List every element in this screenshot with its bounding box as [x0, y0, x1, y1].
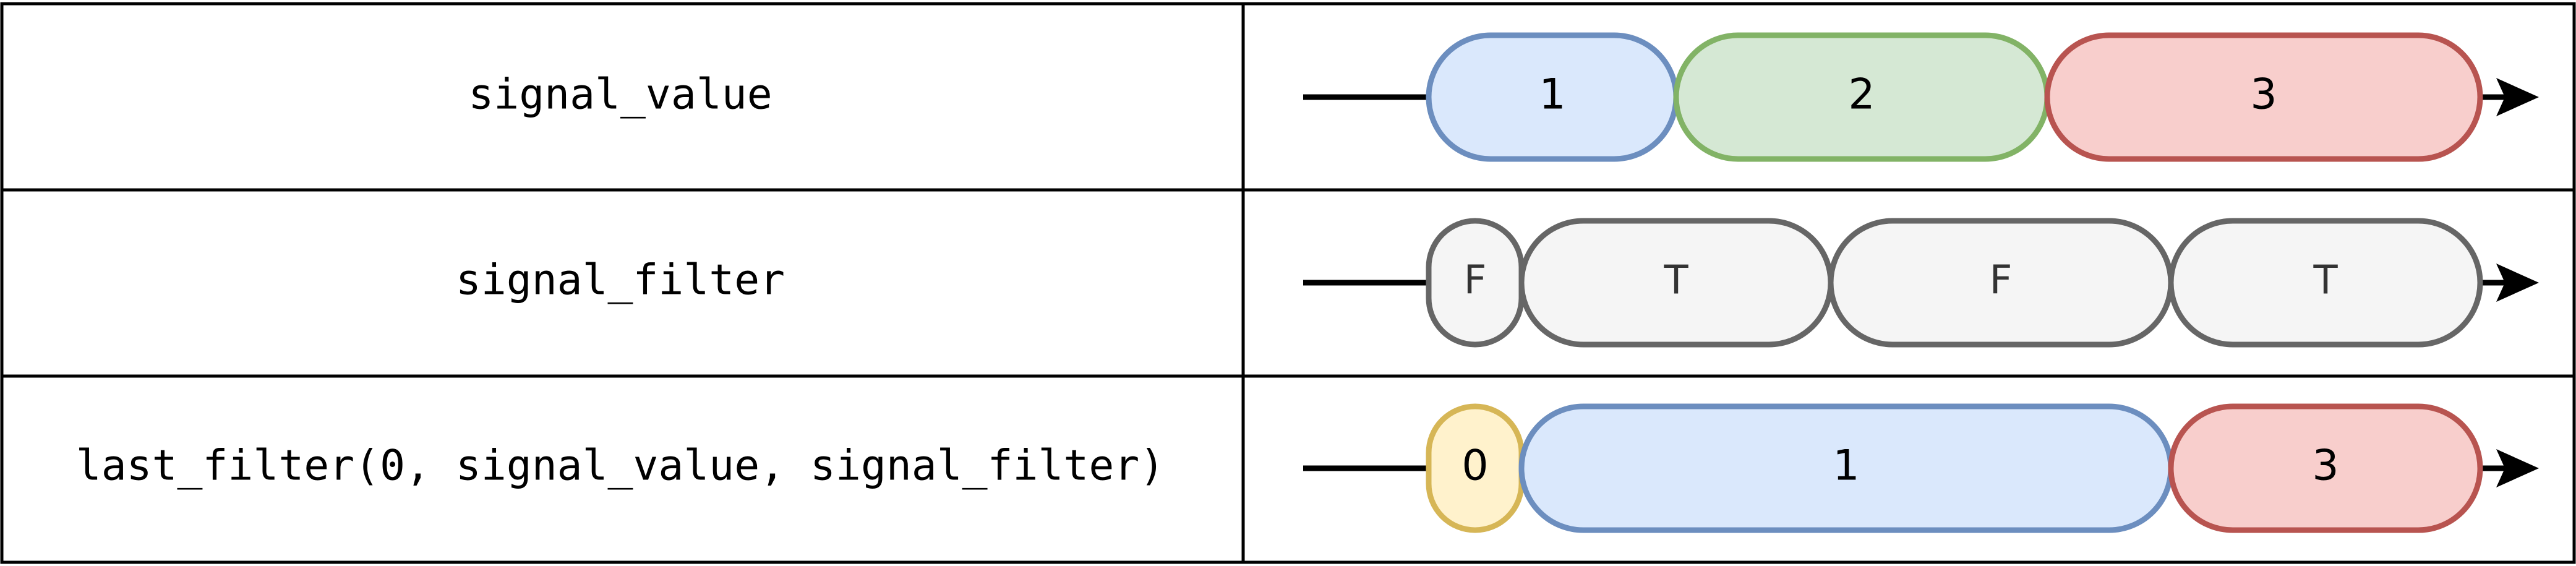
segment-shape: [2168, 218, 2483, 348]
row-last-filter: last_filter(0, signal_value, signal_filt…: [76, 403, 2539, 533]
segment-label: 3: [2312, 442, 2339, 491]
segment-label: 3: [2250, 71, 2277, 119]
segment-value-2: 2: [1673, 32, 2050, 162]
segment-label: 1: [1539, 71, 1565, 119]
segment-label: T: [1663, 258, 1688, 304]
row-label: last_filter(0, signal_value, signal_filt…: [76, 442, 1165, 491]
segment-label: F: [1990, 258, 2013, 304]
segment-value-1: 1: [1426, 32, 1679, 162]
row-label: signal_value: [468, 71, 772, 119]
timeline-arrowhead: [2496, 78, 2539, 116]
segment-filter-t: T: [1518, 218, 1834, 348]
row-label: signal_filter: [456, 256, 785, 305]
segment-filter-f: F: [1426, 218, 1525, 348]
segment-filter-f: F: [1828, 218, 2174, 348]
segment-label: T: [2313, 258, 2338, 304]
segment-label: 0: [1461, 442, 1488, 491]
timeline-arrowhead: [2496, 264, 2539, 302]
segment-result-0: 0: [1426, 403, 1525, 533]
segment-result-3: 3: [2168, 403, 2483, 533]
timeline-arrowhead: [2496, 449, 2539, 487]
segment-label: 1: [1833, 442, 1859, 491]
segment-filter-t: T: [2168, 218, 2483, 348]
segment-label: 2: [1848, 71, 1875, 119]
segment-value-3: 3: [2044, 32, 2483, 162]
segment-result-1: 1: [1518, 403, 2174, 533]
row-signal-value: signal_value 1 2 3: [468, 32, 2539, 162]
segment-shape: [2044, 32, 2483, 162]
segment-shape: [2168, 403, 2483, 533]
segment-label: F: [1464, 258, 1487, 304]
row-signal-filter: signal_filter F T F T: [456, 218, 2539, 348]
